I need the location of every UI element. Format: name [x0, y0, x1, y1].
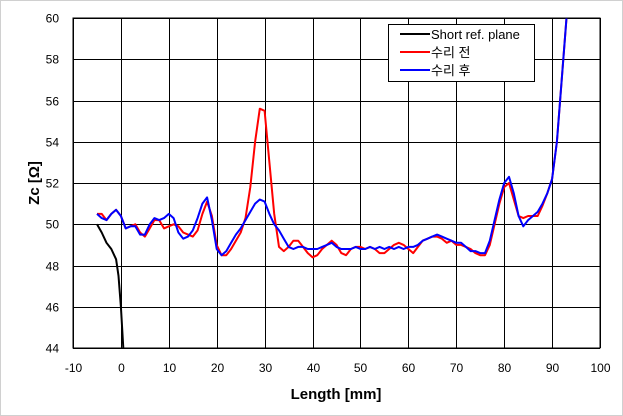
y-axis-label: Zc [Ω] [26, 161, 43, 205]
plot-border [72, 17, 601, 349]
y-tick-label: 56 [46, 95, 60, 109]
x-tick-label: 30 [259, 361, 273, 375]
x-tick-labels: -10 0 10 20 30 40 50 60 70 80 90 100 [65, 361, 611, 375]
x-tick-label: 50 [354, 361, 368, 375]
legend: Short ref. plane 수리 전 수리 후 [388, 24, 535, 82]
series-after-repair [96, 17, 568, 257]
legend-label-before: 수리 전 [431, 45, 471, 60]
y-tick-label: 60 [46, 12, 60, 26]
x-tick-label: 100 [590, 361, 610, 375]
series-short-ref-plane [96, 223, 125, 349]
x-tick-label: 80 [498, 361, 512, 375]
x-axis-label: Length [mm] [291, 386, 382, 403]
x-tick-label: 90 [546, 361, 560, 375]
legend-label-short-ref: Short ref. plane [431, 27, 520, 42]
y-tick-label: 50 [46, 218, 60, 232]
x-tick-label: 20 [211, 361, 225, 375]
legend-label-after: 수리 후 [431, 63, 471, 78]
x-tick-label: 10 [163, 361, 177, 375]
x-tick-label: -10 [65, 361, 83, 375]
x-tick-label: 0 [118, 361, 125, 375]
y-tick-label: 54 [46, 136, 60, 150]
y-tick-label: 58 [46, 53, 60, 67]
y-tick-label: 44 [46, 342, 60, 356]
x-tick-label: 40 [307, 361, 321, 375]
y-tick-label: 52 [46, 177, 60, 191]
x-tick-label: 60 [402, 361, 416, 375]
y-tick-labels: 44 46 48 50 52 54 56 58 60 [46, 12, 60, 356]
series-lines [96, 17, 568, 349]
y-tick-label: 46 [46, 301, 60, 315]
x-tick-label: 70 [450, 361, 464, 375]
y-tick-label: 48 [46, 260, 60, 274]
